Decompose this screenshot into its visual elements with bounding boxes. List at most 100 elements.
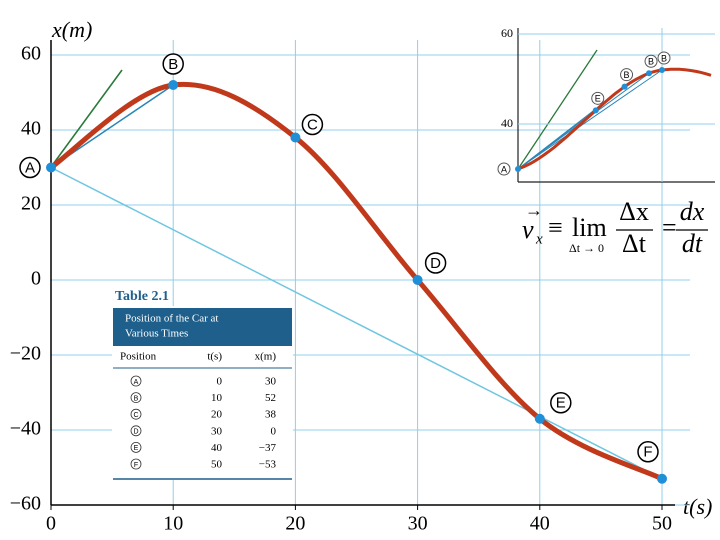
inset-tick-label: 60	[501, 26, 513, 40]
formula-den2: dt	[682, 229, 703, 258]
x-tick-label: 10	[163, 513, 183, 535]
x-tick-label: 0	[46, 513, 56, 535]
inset-label-ring	[620, 68, 634, 82]
formula: v → x ≡ lim Δt → 0 Δx Δt = dx dt	[522, 197, 708, 258]
point-label: D	[430, 255, 441, 272]
table-cell: 30	[211, 425, 223, 437]
table-cell: 38	[265, 409, 277, 421]
tangent-line	[50, 69, 123, 168]
x-tick-label: 30	[408, 513, 428, 535]
table-cell: 20	[211, 409, 223, 421]
y-tick-label: −40	[10, 418, 41, 440]
data-point	[290, 132, 301, 143]
table-title: Position of the Car at	[125, 313, 219, 325]
table-cell: B	[134, 395, 139, 402]
table-cell: 10	[211, 392, 223, 404]
table-title: Various Times	[125, 328, 188, 340]
point-label-ring	[19, 156, 41, 179]
x-tick-label: 20	[285, 513, 305, 535]
point-label-ring	[162, 53, 184, 75]
formula-num1: Δx	[619, 197, 649, 226]
formula-v: v	[522, 215, 534, 244]
y-tick-label: 0	[31, 268, 41, 290]
plot: A B C D E F	[19, 53, 667, 484]
x-tick-label: 40	[530, 513, 550, 535]
point-label: C	[307, 116, 318, 133]
table-cell: E	[134, 445, 139, 452]
table-ring	[130, 392, 142, 404]
position-curve	[49, 81, 664, 482]
table-column-header: t(s)	[207, 351, 222, 363]
inset-label: E	[595, 94, 601, 104]
inset-point	[646, 70, 653, 77]
formula-equiv: ≡	[548, 213, 563, 242]
table-header	[113, 308, 292, 346]
formula-den1: Δt	[622, 229, 647, 258]
table-cell: −37	[259, 442, 277, 454]
y-tick-label: −60	[10, 493, 41, 515]
point-label: A	[25, 159, 35, 176]
table-ring	[130, 408, 142, 420]
table-cell: 0	[271, 425, 277, 437]
secant-line	[50, 166, 663, 480]
point-label: E	[556, 395, 566, 412]
y-tick-label: −20	[10, 343, 41, 365]
table-cell: C	[133, 412, 138, 419]
table-cell: 40	[211, 442, 223, 454]
inset-label: A	[501, 164, 507, 174]
x-tick-label: 50	[652, 513, 672, 535]
data-point	[534, 413, 545, 424]
table-cell: F	[134, 462, 138, 469]
data-point	[412, 275, 423, 285]
table-label: Table 2.1	[115, 289, 169, 304]
table-ring	[130, 375, 142, 387]
formula-lim: lim	[572, 213, 607, 242]
y-tick-label: 20	[21, 193, 41, 215]
table: Table 2.1 Position of the Car at Various…	[112, 289, 293, 480]
inset-label: B	[624, 70, 630, 80]
inset-point	[621, 83, 628, 90]
table-column-header: Position	[120, 351, 157, 363]
x-axis-label: t(s)	[683, 494, 712, 519]
data-point	[46, 162, 56, 173]
inset-label-ring	[497, 162, 511, 176]
formula-eq: =	[662, 213, 677, 242]
inset-tangent	[517, 49, 598, 170]
point-label-ring	[424, 252, 447, 274]
table-cell: A	[134, 379, 139, 386]
inset-label-ring	[591, 91, 605, 105]
table-cell: 0	[217, 376, 223, 388]
point-label: F	[643, 444, 652, 461]
point-label-ring	[550, 392, 572, 414]
table-cell: −53	[259, 459, 277, 471]
table-ring	[130, 425, 142, 437]
table-cell: D	[133, 429, 138, 436]
inset-curve	[517, 67, 712, 171]
formula-sub: x	[535, 231, 543, 247]
inset-point	[659, 67, 665, 73]
y-axis-label: x(m)	[51, 17, 92, 42]
table-column-header: x(m)	[255, 351, 277, 363]
table-cell: 30	[265, 376, 277, 388]
formula-limsub: Δt → 0	[569, 241, 604, 255]
inset-label: B	[661, 53, 667, 63]
point-label-ring	[301, 113, 324, 136]
table-ring	[130, 458, 142, 470]
inset-label: B	[648, 57, 654, 67]
table-cell: 50	[211, 459, 223, 471]
y-tick-label: 40	[21, 118, 41, 140]
data-point	[168, 80, 179, 90]
inset-label-ring	[657, 51, 671, 65]
table-ring	[130, 441, 142, 453]
formula-num2: dx	[680, 197, 705, 226]
inset-tick-label: 40	[501, 116, 513, 130]
inset-point	[515, 166, 521, 172]
inset-secant	[517, 69, 663, 170]
point-label-ring	[637, 441, 659, 463]
y-tick-label: 60	[21, 43, 41, 65]
inset-label-ring	[644, 54, 658, 68]
point-label: B	[168, 56, 178, 73]
grid: 0 10 20 30 40 50 −60 −40 −20 0 20 40 60	[10, 40, 690, 535]
table-cell: 52	[265, 392, 276, 404]
